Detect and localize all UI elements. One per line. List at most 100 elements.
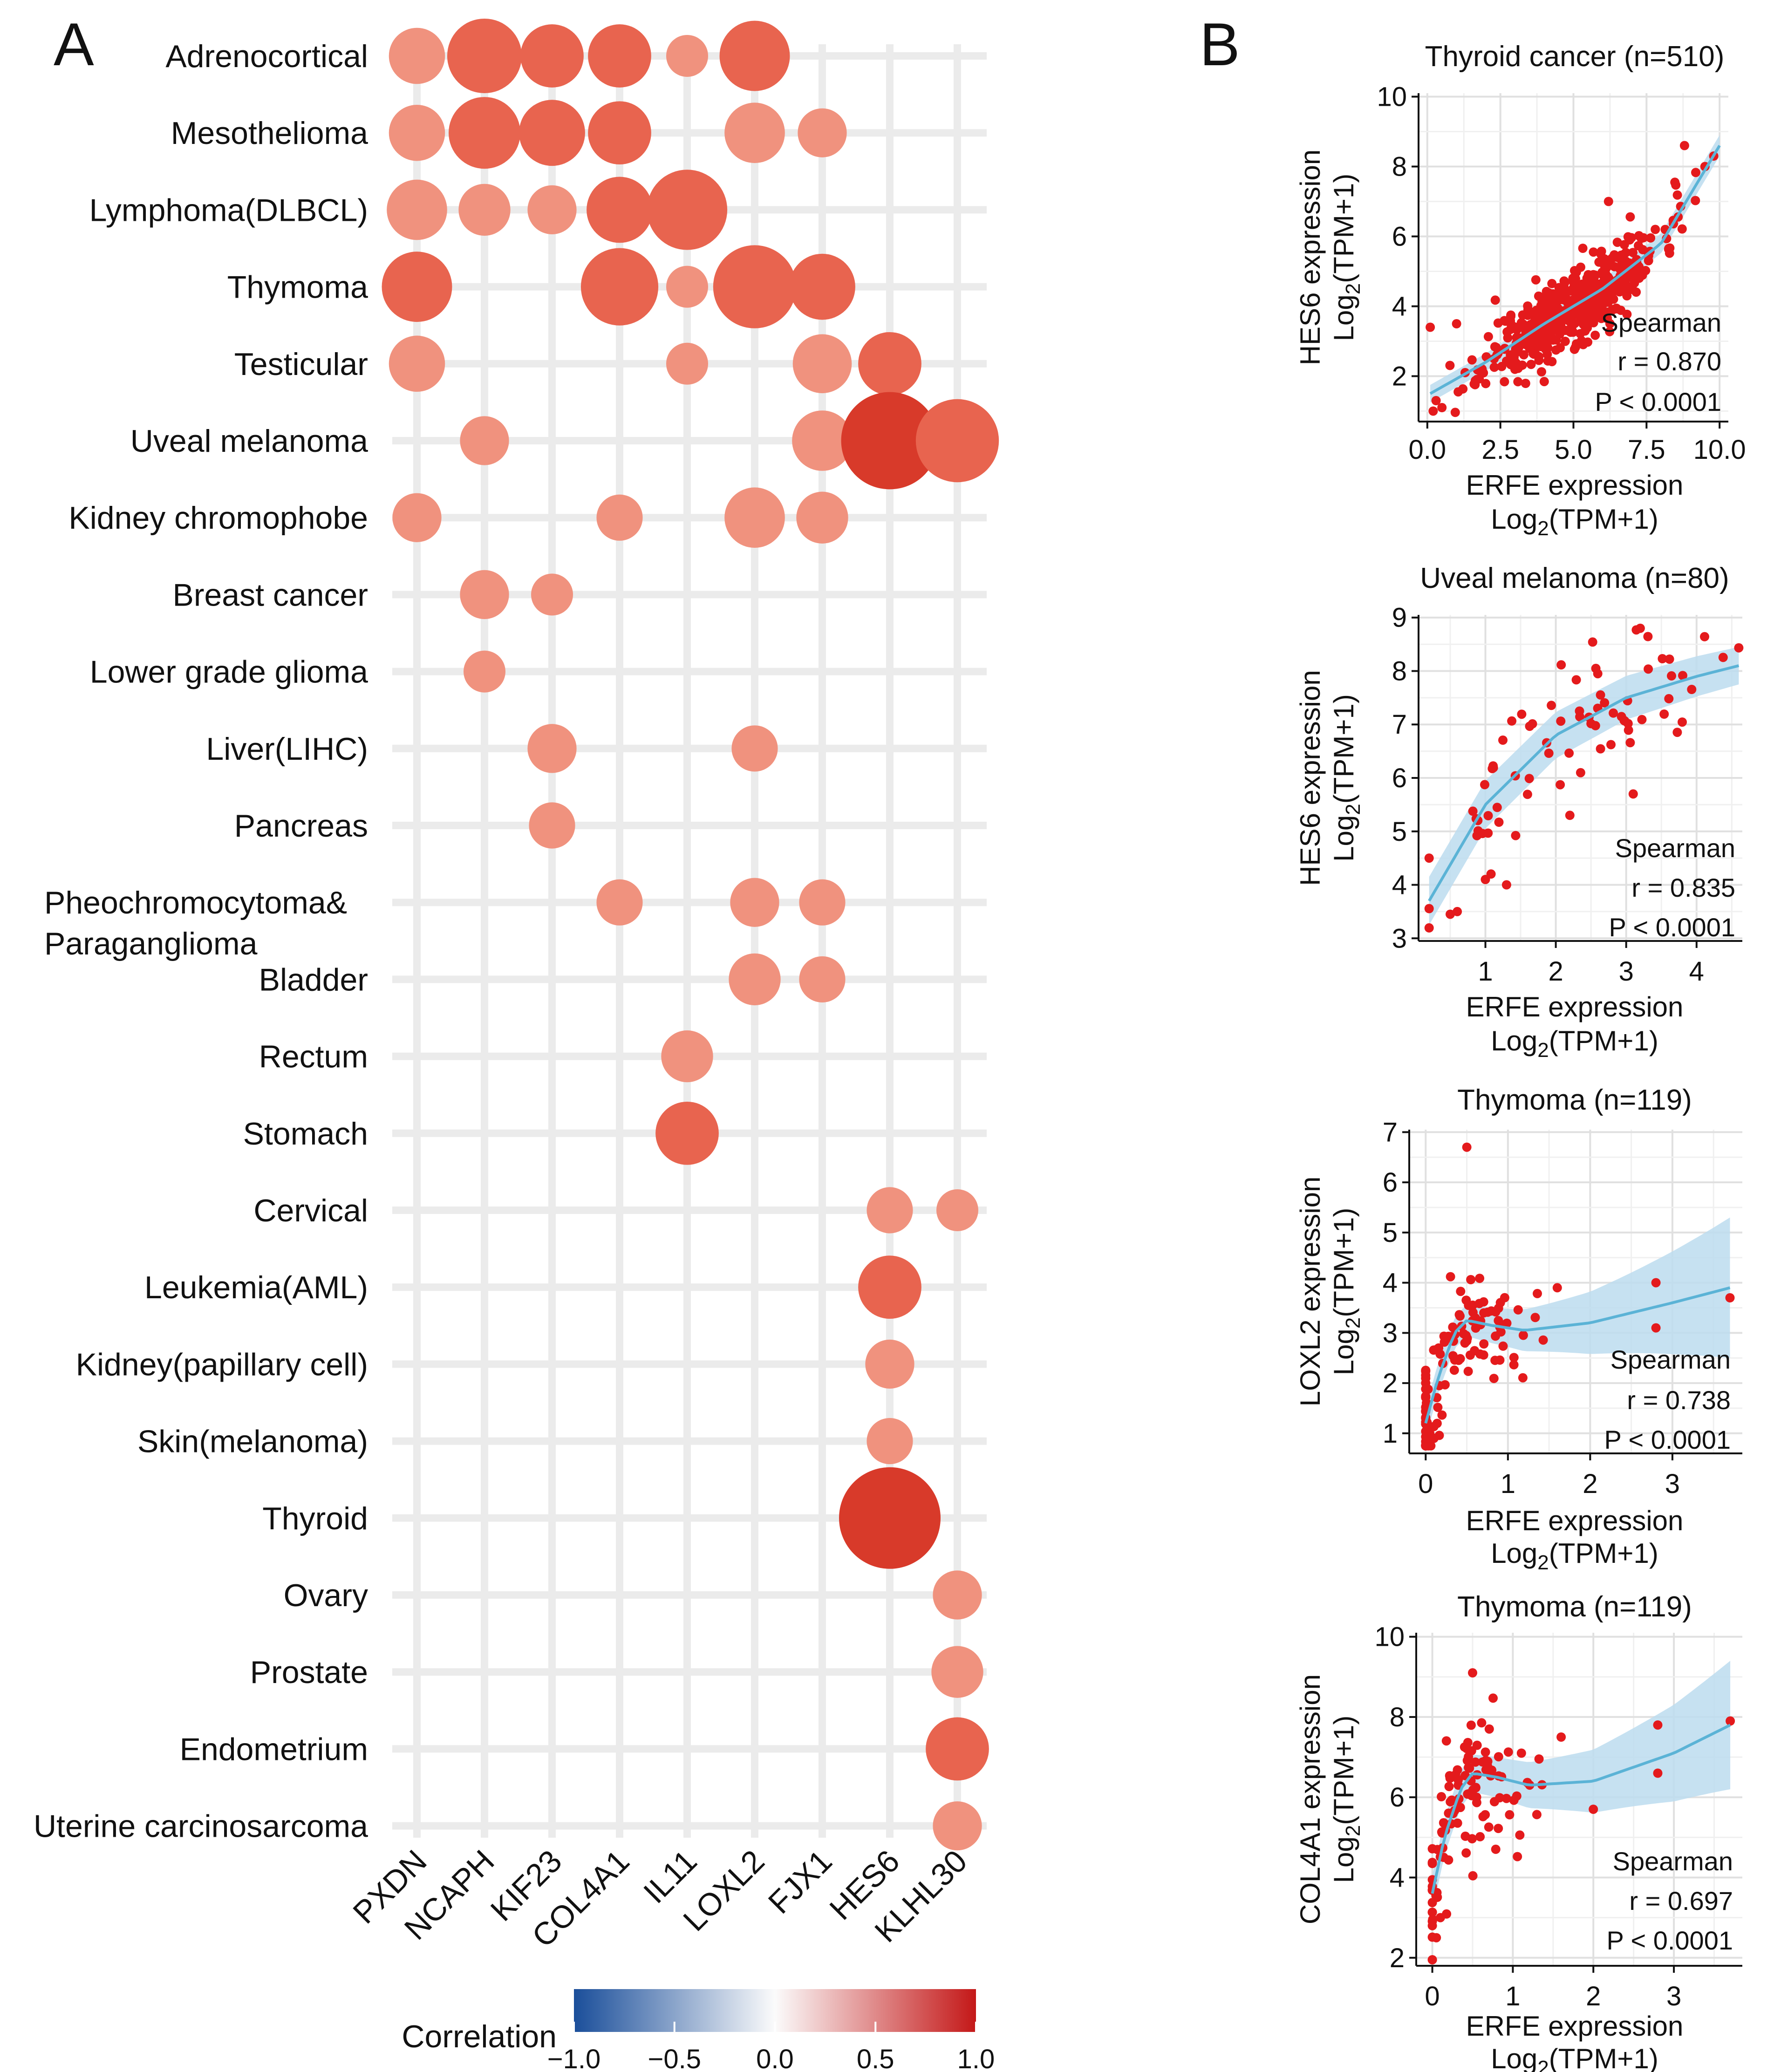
x-axis-unit: Log2(TPM+1) bbox=[1491, 1025, 1658, 1062]
data-point bbox=[1533, 1288, 1542, 1298]
data-point bbox=[1565, 327, 1575, 336]
data-point bbox=[1609, 708, 1618, 718]
data-point bbox=[1429, 1345, 1439, 1355]
data-point bbox=[1495, 1793, 1505, 1803]
data-point bbox=[1582, 273, 1592, 283]
y-unit-sub: 2 bbox=[1342, 283, 1365, 294]
dot-pxdn-12 bbox=[387, 179, 447, 240]
y-unit-tail: (TPM+1) bbox=[1328, 174, 1359, 283]
data-point bbox=[1506, 316, 1515, 326]
legend-tick-label: 1.0 bbox=[957, 2044, 995, 2072]
data-point bbox=[1691, 196, 1700, 205]
x-tick-label: 1 bbox=[1501, 1469, 1515, 1499]
cancer-label: Stomach bbox=[243, 1116, 368, 1152]
stat-annotation: P < 0.0001 bbox=[1609, 913, 1735, 942]
fit-curve bbox=[1429, 144, 1721, 395]
data-point bbox=[1477, 1718, 1487, 1728]
data-point bbox=[1553, 303, 1562, 313]
data-point bbox=[1490, 295, 1500, 305]
dot-fjx1-27 bbox=[792, 410, 853, 471]
data-point bbox=[1671, 180, 1681, 190]
y-unit-sub: 2 bbox=[1342, 804, 1365, 815]
data-point bbox=[1441, 1736, 1451, 1746]
data-point bbox=[1468, 806, 1478, 816]
x-tick-label: 7.5 bbox=[1628, 435, 1665, 465]
y-axis-unit: Log2(TPM+1) bbox=[1328, 694, 1365, 862]
data-point bbox=[1494, 818, 1504, 827]
data-point bbox=[1549, 296, 1558, 306]
data-point bbox=[1725, 1293, 1735, 1302]
y-unit-log: Log bbox=[1328, 1329, 1359, 1375]
data-point bbox=[1564, 748, 1574, 758]
data-point bbox=[1516, 1748, 1526, 1758]
data-point bbox=[1455, 1354, 1465, 1363]
data-point bbox=[1597, 246, 1606, 256]
panel-label-a: A bbox=[54, 10, 94, 78]
data-point bbox=[1643, 632, 1653, 641]
data-point bbox=[1576, 262, 1585, 272]
data-point bbox=[1634, 231, 1644, 240]
data-point bbox=[1464, 1763, 1474, 1772]
data-point bbox=[1651, 225, 1660, 234]
dot-col4a1-3 bbox=[588, 24, 651, 88]
data-point bbox=[1523, 310, 1533, 320]
stat-annotation: r = 0.835 bbox=[1631, 873, 1735, 902]
data-point bbox=[1427, 1921, 1437, 1930]
dot-il11-19 bbox=[666, 266, 708, 308]
data-point bbox=[1623, 232, 1633, 242]
scatter-thyroid-hes6: 0.0 2.5 5.0 7.5 10.0 2 4 6 8 10 Thyroid cancer (n=… bbox=[1295, 41, 1746, 540]
cancer-label: Pheochromocytoma& Paraganglioma bbox=[44, 885, 347, 961]
data-point bbox=[1597, 267, 1607, 277]
y-unit-log: Log bbox=[1328, 815, 1359, 862]
data-point bbox=[1510, 364, 1520, 374]
y-tick-label: 6 bbox=[1390, 1782, 1405, 1813]
cancer-label: Pancreas bbox=[234, 808, 368, 844]
dot-hes6-49 bbox=[858, 1255, 921, 1319]
data-point bbox=[1596, 690, 1605, 700]
data-point bbox=[1588, 316, 1597, 326]
cancer-label: Endometrium bbox=[180, 1731, 368, 1767]
data-point bbox=[1637, 715, 1647, 724]
x-axis-label: ERFE expression bbox=[1466, 470, 1684, 501]
y-tick-label: 4 bbox=[1390, 1862, 1405, 1893]
x-tick-label: 2 bbox=[1583, 1469, 1597, 1499]
x-axis-unit: Log2(TPM+1) bbox=[1491, 504, 1658, 540]
dot-klhl30-48 bbox=[936, 1189, 978, 1231]
data-point bbox=[1448, 1322, 1458, 1332]
data-point bbox=[1473, 826, 1483, 836]
data-point bbox=[1427, 1908, 1437, 1917]
scatter-thymoma-col4a1: 0 1 2 3 2 4 6 8 10 Thymoma (n=119) COL4A1 expressi… bbox=[1295, 1591, 1742, 2072]
data-point bbox=[1568, 273, 1578, 283]
data-point bbox=[1628, 789, 1638, 799]
data-point bbox=[1480, 780, 1489, 790]
data-point bbox=[1678, 717, 1687, 727]
x-axis-unit: Log2(TPM+1) bbox=[1491, 1538, 1658, 1574]
data-point bbox=[1622, 309, 1632, 319]
scatter-title: Thymoma (n=119) bbox=[1457, 1591, 1692, 1623]
data-point bbox=[1461, 1848, 1471, 1858]
data-point bbox=[1424, 923, 1434, 933]
dot-hes6-51 bbox=[867, 1418, 913, 1465]
x-tick-label: 3 bbox=[1666, 1981, 1681, 2011]
y-unit-tail: (TPM+1) bbox=[1328, 694, 1359, 804]
data-point bbox=[1494, 1316, 1503, 1325]
data-point bbox=[1665, 248, 1674, 258]
dot-col4a1-31 bbox=[596, 494, 643, 541]
stat-annotation: P < 0.0001 bbox=[1607, 1926, 1733, 1955]
data-point bbox=[1431, 396, 1441, 405]
y-unit-log: Log bbox=[1328, 1836, 1359, 1883]
cancer-label: Uveal melanoma bbox=[130, 423, 368, 459]
data-point bbox=[1518, 1373, 1528, 1383]
data-point bbox=[1453, 1818, 1462, 1828]
data-point bbox=[1481, 875, 1490, 884]
data-point bbox=[1492, 803, 1502, 812]
y-unit-sub: 2 bbox=[1342, 1825, 1365, 1836]
data-point bbox=[1421, 1392, 1431, 1402]
stat-annotation: r = 0.697 bbox=[1629, 1886, 1733, 1915]
y-tick-label: 7 bbox=[1383, 1117, 1398, 1147]
dot-il11-16 bbox=[647, 170, 728, 250]
data-point bbox=[1622, 291, 1632, 300]
y-tick-label: 6 bbox=[1383, 1167, 1398, 1198]
data-point bbox=[1464, 1789, 1474, 1799]
x-unit-log: Log bbox=[1491, 1025, 1537, 1056]
